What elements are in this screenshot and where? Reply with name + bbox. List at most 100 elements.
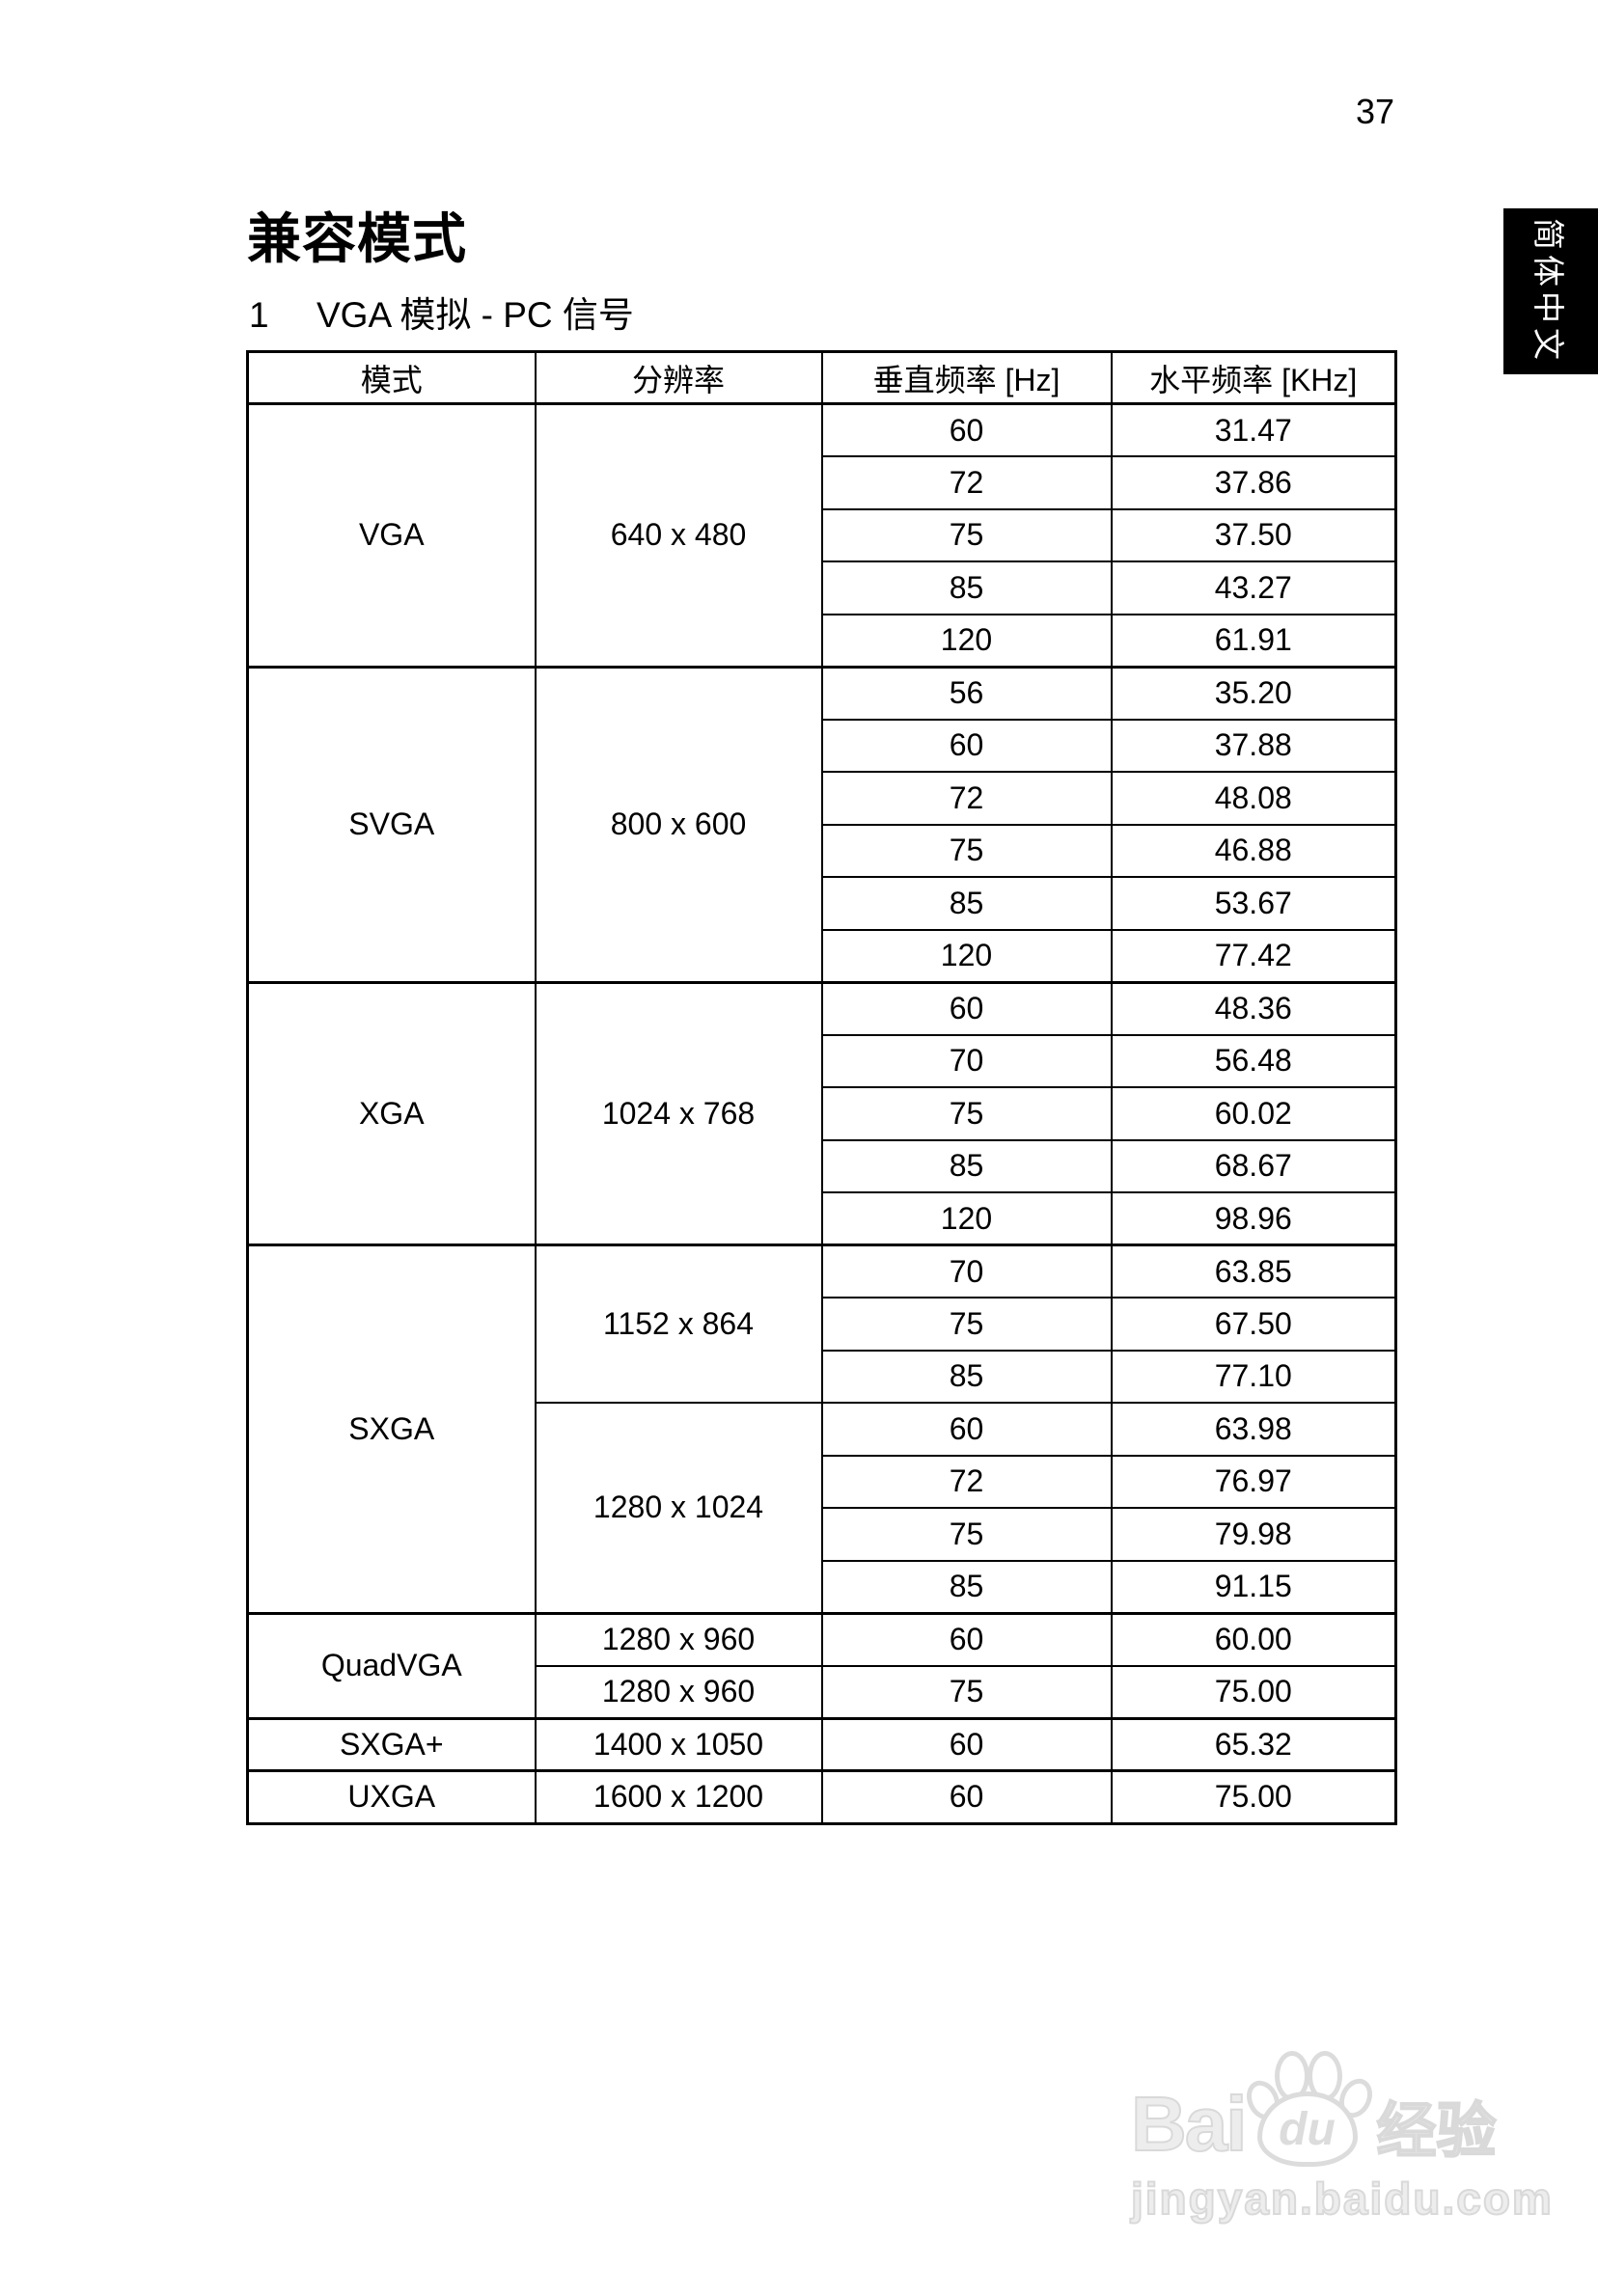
resolution-cell: 800 x 600 bbox=[534, 665, 823, 983]
horizontal-frequency-cell: 37.88 bbox=[1110, 718, 1397, 773]
mode-cell: VGA bbox=[246, 402, 537, 668]
table-row: 75 37.50 bbox=[248, 507, 1397, 562]
table-row: SXGA 1152 x 864 70 63.85 bbox=[246, 1244, 1397, 1614]
vertical-frequency-cell: 85 bbox=[820, 1559, 1113, 1614]
horizontal-frequency-cell: 60.00 bbox=[1110, 1611, 1397, 1667]
table-row: 75 79.98 bbox=[248, 1507, 1397, 1562]
resolution-cell: 1280 x 1024 bbox=[534, 1402, 823, 1614]
vertical-frequency-cell: 72 bbox=[820, 1454, 1113, 1509]
vertical-frequency-cell: 85 bbox=[820, 1349, 1113, 1404]
horizontal-frequency-cell: 37.50 bbox=[1110, 507, 1397, 562]
horizontal-frequency-cell: 68.67 bbox=[1110, 1138, 1397, 1193]
baidu-paw-icon: du bbox=[1240, 2051, 1378, 2167]
horizontal-frequency-cell: 76.97 bbox=[1110, 1454, 1397, 1509]
horizontal-frequency-cell: 35.20 bbox=[1110, 665, 1397, 721]
watermark-paw-text: du bbox=[1279, 2103, 1336, 2155]
table-row: XGA 1024 x 768 60 48.36 bbox=[246, 980, 1397, 1246]
paw-pad-icon: du bbox=[1256, 2091, 1358, 2167]
vertical-frequency-cell: 85 bbox=[820, 876, 1113, 931]
language-tab: 简体中文 bbox=[1503, 208, 1598, 374]
table-row: 85 53.67 bbox=[248, 876, 1397, 931]
vertical-frequency-cell: 75 bbox=[820, 1664, 1113, 1719]
vertical-frequency-cell: 70 bbox=[820, 1244, 1113, 1298]
resolution-cell: 1280 x 960 bbox=[534, 1664, 823, 1719]
table-row: 72 48.08 bbox=[248, 771, 1397, 826]
vertical-frequency-cell: 75 bbox=[820, 823, 1113, 878]
table-header-row: 模式 分辨率 垂直频率 [Hz] 水平频率 [KHz] bbox=[246, 350, 1397, 405]
column-header: 模式 bbox=[246, 350, 537, 405]
watermark-tagline: jingyan.baidu.com bbox=[1130, 2173, 1554, 2225]
horizontal-frequency-cell: 60.02 bbox=[1110, 1086, 1397, 1141]
table-row: SVGA 800 x 600 56 35.20 bbox=[246, 665, 1397, 983]
resolution-cell: 640 x 480 bbox=[534, 402, 823, 668]
vertical-frequency-cell: 120 bbox=[820, 928, 1113, 983]
horizontal-frequency-cell: 67.50 bbox=[1110, 1297, 1397, 1352]
vertical-frequency-cell: 60 bbox=[820, 718, 1113, 773]
horizontal-frequency-cell: 31.47 bbox=[1110, 402, 1397, 457]
watermark-brand-left: Bai bbox=[1130, 2081, 1248, 2167]
table-row: VGA 640 x 480 60 31.47 bbox=[246, 402, 1397, 668]
vertical-frequency-cell: 60 bbox=[820, 980, 1113, 1036]
vertical-frequency-cell: 75 bbox=[820, 1507, 1113, 1562]
table-row: 85 43.27 bbox=[248, 560, 1397, 615]
horizontal-frequency-cell: 75.00 bbox=[1110, 1769, 1397, 1824]
section-heading: 1 VGA 模拟 - PC 信号 bbox=[249, 286, 634, 338]
table-row: 60 37.88 bbox=[248, 718, 1397, 773]
horizontal-frequency-cell: 43.27 bbox=[1110, 560, 1397, 615]
horizontal-frequency-cell: 91.15 bbox=[1110, 1559, 1397, 1614]
column-header: 垂直频率 [Hz] bbox=[820, 350, 1113, 405]
table-row: 120 77.42 bbox=[248, 928, 1397, 983]
table-row: 72 37.86 bbox=[248, 455, 1397, 510]
horizontal-frequency-cell: 79.98 bbox=[1110, 1507, 1397, 1562]
horizontal-frequency-cell: 63.98 bbox=[1110, 1402, 1397, 1457]
horizontal-frequency-cell: 61.91 bbox=[1110, 613, 1397, 668]
table-row: 75 60.02 bbox=[248, 1086, 1397, 1141]
table-row: 70 56.48 bbox=[248, 1033, 1397, 1088]
vertical-frequency-cell: 60 bbox=[820, 1716, 1113, 1772]
table-row: 1280 x 1024 60 63.98 bbox=[248, 1402, 1397, 1614]
mode-cell: SXGA+ bbox=[246, 1716, 537, 1772]
horizontal-frequency-cell: 53.67 bbox=[1110, 876, 1397, 931]
vertical-frequency-cell: 72 bbox=[820, 455, 1113, 510]
watermark: Bai du 经验 jingyan.baidu.com bbox=[1130, 2051, 1554, 2225]
table-row: 72 76.97 bbox=[248, 1454, 1397, 1509]
table-row: 85 91.15 bbox=[248, 1559, 1397, 1614]
column-header: 分辨率 bbox=[534, 350, 823, 405]
vertical-frequency-cell: 60 bbox=[820, 1402, 1113, 1457]
compatibility-table: 模式 分辨率 垂直频率 [Hz] 水平频率 [KHz] VGA 640 x 480 60 31… bbox=[246, 350, 1397, 1825]
vertical-frequency-cell: 75 bbox=[820, 507, 1113, 562]
mode-cell: QuadVGA bbox=[246, 1611, 537, 1719]
table-row: QuadVGA 1280 x 960 60 60.00 bbox=[246, 1611, 1397, 1719]
resolution-cell: 1600 x 1200 bbox=[534, 1769, 823, 1824]
mode-cell: XGA bbox=[246, 980, 537, 1246]
vertical-frequency-cell: 85 bbox=[820, 560, 1113, 615]
horizontal-frequency-cell: 77.42 bbox=[1110, 928, 1397, 983]
vertical-frequency-cell: 70 bbox=[820, 1033, 1113, 1088]
vertical-frequency-cell: 60 bbox=[820, 1769, 1113, 1824]
resolution-cell: 1024 x 768 bbox=[534, 980, 823, 1246]
horizontal-frequency-cell: 56.48 bbox=[1110, 1033, 1397, 1088]
horizontal-frequency-cell: 48.36 bbox=[1110, 980, 1397, 1036]
horizontal-frequency-cell: 46.88 bbox=[1110, 823, 1397, 878]
table-row: 120 61.91 bbox=[248, 613, 1397, 668]
vertical-frequency-cell: 72 bbox=[820, 771, 1113, 826]
column-header: 水平频率 [KHz] bbox=[1110, 350, 1397, 405]
vertical-frequency-cell: 85 bbox=[820, 1138, 1113, 1193]
table-row: 85 77.10 bbox=[248, 1349, 1397, 1404]
table-row: 75 46.88 bbox=[248, 823, 1397, 878]
mode-cell: UXGA bbox=[246, 1769, 537, 1824]
section-title: VGA 模拟 - PC 信号 bbox=[317, 295, 634, 335]
section-number: 1 bbox=[249, 295, 269, 335]
watermark-brand-cjk: 经验 bbox=[1375, 2097, 1497, 2165]
vertical-frequency-cell: 60 bbox=[820, 1611, 1113, 1667]
vertical-frequency-cell: 120 bbox=[820, 613, 1113, 668]
horizontal-frequency-cell: 77.10 bbox=[1110, 1349, 1397, 1404]
vertical-frequency-cell: 60 bbox=[820, 402, 1113, 457]
resolution-cell: 1280 x 960 bbox=[534, 1611, 823, 1667]
horizontal-frequency-cell: 48.08 bbox=[1110, 771, 1397, 826]
table-row: 1280 x 960 75 75.00 bbox=[248, 1664, 1397, 1719]
vertical-frequency-cell: 56 bbox=[820, 665, 1113, 721]
vertical-frequency-cell: 120 bbox=[820, 1191, 1113, 1246]
table-row: 120 98.96 bbox=[248, 1191, 1397, 1246]
